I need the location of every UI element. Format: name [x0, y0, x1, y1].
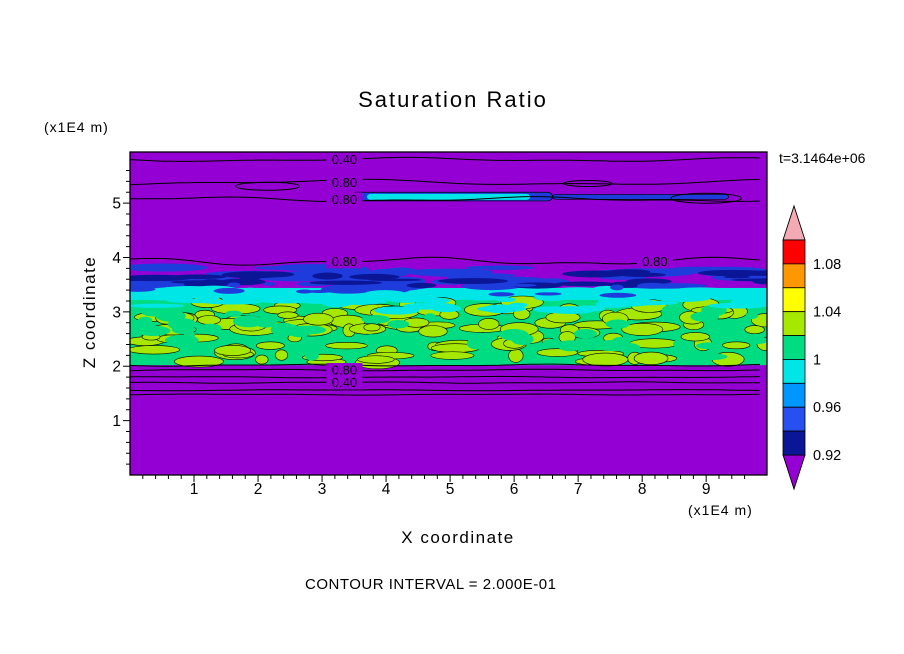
colorbar-band — [782, 335, 806, 360]
colorbar-tick-label: 0.96 — [813, 400, 841, 416]
z-tick-label: 5 — [112, 196, 121, 213]
contour-line — [130, 196, 761, 202]
contour-line — [130, 381, 760, 384]
contour-loop — [235, 181, 301, 191]
colorbar-tick-label: 0.92 — [813, 448, 841, 464]
contour-line — [130, 375, 761, 379]
contour-label: 0.40 — [332, 375, 357, 390]
z-tick-label: 3 — [112, 304, 121, 321]
x-tick-label: 9 — [702, 481, 711, 498]
x-axis-title: X coordinate — [401, 528, 515, 547]
contour-loop — [670, 192, 742, 204]
contour-label: 0.80 — [332, 363, 357, 378]
colorbar-band — [782, 263, 806, 289]
x-tick-label: 2 — [254, 481, 263, 498]
plot-frame — [129, 151, 768, 476]
contour-field: 0.400.800.800.80 0.800.800.40 — [130, 152, 767, 475]
x-tick-label: 6 — [510, 481, 519, 498]
contour-label: 0.40 — [332, 152, 357, 167]
colorbar-band — [782, 311, 806, 336]
contour-label: 0.80 — [332, 192, 357, 207]
contour-line — [130, 363, 761, 367]
contour-line — [130, 389, 761, 392]
colorbar-band — [782, 287, 806, 313]
contour-line — [130, 368, 761, 372]
y-axis-title: Z coordinate — [80, 255, 99, 369]
z-tick-label: 4 — [112, 250, 121, 267]
x-tick-label: 1 — [190, 481, 199, 498]
contour-line — [130, 393, 761, 396]
x-tick-label: 3 — [318, 481, 327, 498]
colorbar: 1.08 1.04 1 0.96 0.92 — [782, 204, 841, 491]
x-tick-label: 4 — [382, 481, 391, 498]
colorbar-tick-label: 1.04 — [813, 305, 841, 321]
colorbar-tick-label: 1 — [813, 352, 821, 368]
contour-loop — [562, 180, 613, 188]
colorbar-band — [782, 382, 806, 408]
x-tick-label: 8 — [638, 481, 647, 498]
x-axis-unit: (x1E4 m) — [688, 502, 753, 518]
z-tick-label: 2 — [112, 359, 121, 376]
contour-label: 0.80 — [332, 175, 357, 190]
contour-line — [130, 156, 761, 162]
contour-label: 0.80 — [642, 254, 667, 269]
colorbar-band — [782, 406, 806, 432]
contour-interval-note: CONTOUR INTERVAL = 2.000E-01 — [305, 576, 557, 593]
x-tick-label: 5 — [446, 481, 455, 498]
chart-title: Saturation Ratio — [358, 87, 548, 112]
colorbar-band — [782, 239, 806, 265]
colorbar-band — [782, 359, 806, 384]
contour-line — [130, 178, 761, 186]
z-tick-label: 1 — [112, 413, 121, 430]
y-axis-unit: (x1E4 m) — [44, 119, 109, 135]
colorbar-top-tip — [782, 204, 806, 241]
colorbar-band — [782, 430, 806, 456]
x-tick-label: 7 — [574, 481, 583, 498]
time-annotation: t=3.1464e+06 — [779, 150, 866, 166]
colorbar-tick-label: 1.08 — [813, 257, 841, 273]
contour-label: 0.80 — [332, 254, 357, 269]
colorbar-bottom-tip — [782, 454, 806, 491]
